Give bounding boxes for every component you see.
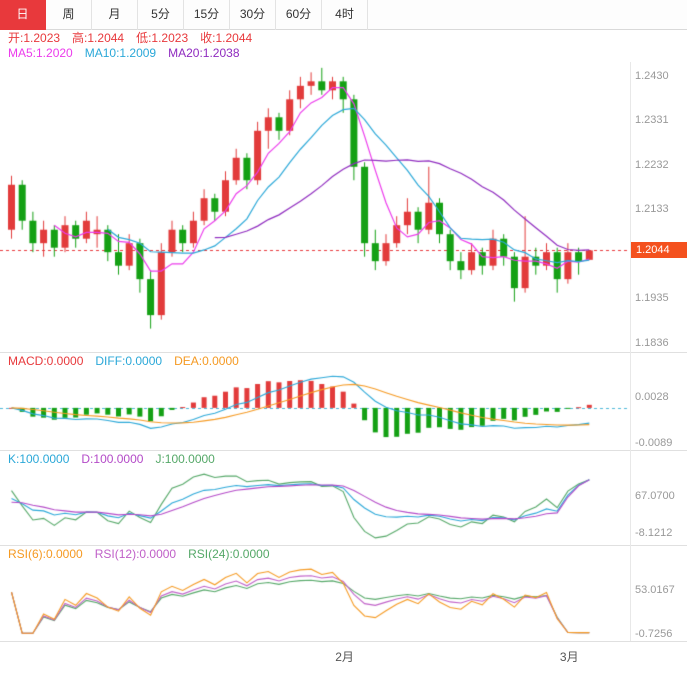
y-axis-label: 0.0028: [635, 390, 669, 403]
period-button-15min[interactable]: 15分: [184, 0, 230, 30]
k-value: K:100.0000: [8, 452, 70, 466]
ma20-value: MA20:1.2038: [168, 46, 240, 60]
kdj-header: K:100.0000 D:100.0000 J:100.0000: [8, 452, 227, 467]
y-axis-label: -0.7256: [635, 627, 673, 640]
period-button-5min[interactable]: 5分: [138, 0, 184, 30]
y-axis-label: 67.0700: [635, 489, 675, 502]
diff-value: DIFF:0.0000: [95, 354, 163, 368]
low-value: 低:1.2023: [136, 31, 189, 45]
j-value: J:100.0000: [155, 452, 215, 466]
panel-divider: [0, 545, 687, 546]
high-value: 高:1.2044: [72, 31, 125, 45]
month-label: 2月: [335, 650, 354, 664]
y-axis-label: 1.1836: [635, 336, 669, 349]
y-axis-label: -8.1212: [635, 526, 673, 539]
kdj-panel: K:100.0000 D:100.0000 J:100.0000 67.0700 -8…: [0, 450, 687, 545]
ma10-value: MA10:1.2009: [84, 46, 157, 60]
panel-divider: [0, 450, 687, 451]
y-axis-label: 53.0167: [635, 583, 675, 596]
d-value: D:100.0000: [81, 452, 144, 466]
period-button-60min[interactable]: 60分: [276, 0, 322, 30]
rsi24-value: RSI(24):0.0000: [188, 547, 270, 561]
rsi-canvas[interactable]: [0, 564, 630, 639]
macd-canvas[interactable]: [0, 371, 630, 448]
month-label: 3月: [559, 650, 579, 664]
rsi-panel: RSI(6):0.0000 RSI(12):0.0000 RSI(24):0.000…: [0, 545, 687, 641]
rsi-header: RSI(6):0.0000 RSI(12):0.0000 RSI(24):0.000…: [8, 547, 282, 562]
close-value: 收:1.2044: [200, 31, 253, 45]
y-axis-label: 1.2331: [635, 114, 669, 127]
panel-divider: [0, 352, 687, 353]
open-value: 开:1.2023: [8, 31, 61, 45]
period-button-4hour[interactable]: 4时: [322, 0, 368, 30]
toolbar: 日周月 5分 15分 30分 60分 4时: [0, 0, 687, 30]
rsi12-value: RSI(12):0.0000: [94, 547, 177, 561]
macd-panel: MACD:0.0000 DIFF:0.0000 DEA:0.0000 0.0028 -…: [0, 352, 687, 450]
current-price-tag: 1.2044: [631, 242, 687, 259]
candlestick-canvas[interactable]: [0, 62, 630, 352]
time-axis: 2月 3月: [0, 641, 687, 675]
ohlc-readout: 开:1.2023 高:1.2044 低:1.2023 收:1.2044: [8, 31, 264, 46]
axis-separator: [630, 62, 631, 641]
kdj-canvas[interactable]: [0, 469, 630, 543]
rsi6-value: RSI(6):0.0000: [8, 547, 83, 561]
period-button-week[interactable]: 周: [46, 0, 92, 30]
dea-value: DEA:0.0000: [174, 354, 239, 368]
period-button-month[interactable]: 月: [92, 0, 138, 30]
y-axis-label: 1.2133: [635, 203, 669, 216]
y-axis-label: 1.1935: [635, 292, 669, 305]
main-chart-panel: 1.2044 1.2430 1.2331 1.2232 1.2133 1.1935 1.1…: [0, 62, 687, 352]
ma5-value: MA5:1.2020: [8, 46, 73, 60]
macd-header: MACD:0.0000 DIFF:0.0000 DEA:0.0000: [8, 354, 251, 369]
y-axis-label: -0.0089: [635, 436, 673, 449]
period-button-30min[interactable]: 30分: [230, 0, 276, 30]
macd-value: MACD:0.0000: [8, 354, 84, 368]
period-button-day[interactable]: 日: [0, 0, 46, 30]
y-axis-label: 1.2430: [635, 69, 669, 82]
ma-readout: MA5:1.2020 MA10:1.2009 MA20:1.2038: [8, 46, 252, 61]
y-axis-label: 1.2232: [635, 158, 669, 171]
